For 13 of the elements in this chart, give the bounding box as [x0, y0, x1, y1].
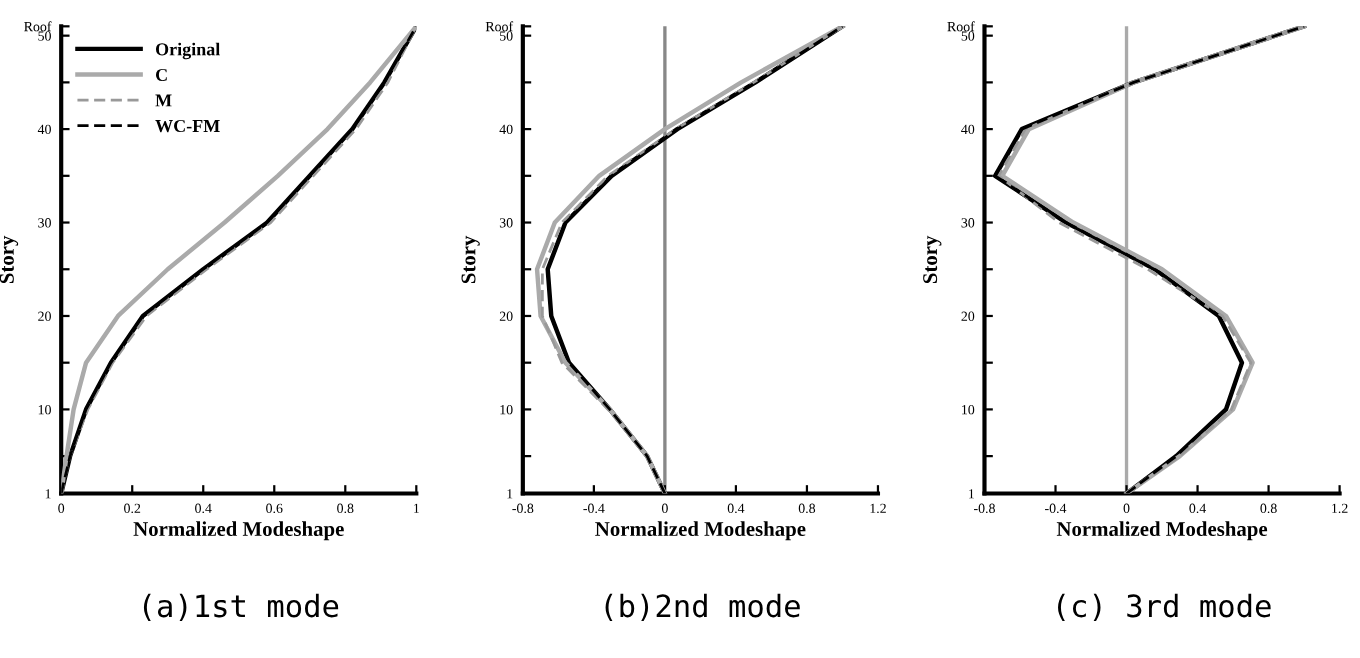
x-axis-title: Normalized Modeshape [133, 521, 344, 541]
text: (a)1st mode [143, 593, 339, 622]
legend-label: WC-FM [155, 119, 220, 133]
legend-label: Original [155, 42, 220, 60]
text: (c) 3rd mode [1058, 593, 1271, 622]
text: (b)2nd mode [605, 593, 800, 622]
legend-label: M [155, 94, 172, 107]
x-axis-title: Normalized Modeshape [595, 521, 806, 541]
y-axis-title: Story [461, 235, 480, 284]
x-axis-title: Normalized Modeshape [1056, 521, 1268, 541]
y-axis-title: Story [923, 235, 942, 284]
y-axis-title: Story [0, 235, 19, 284]
legend-label: C [155, 68, 167, 82]
